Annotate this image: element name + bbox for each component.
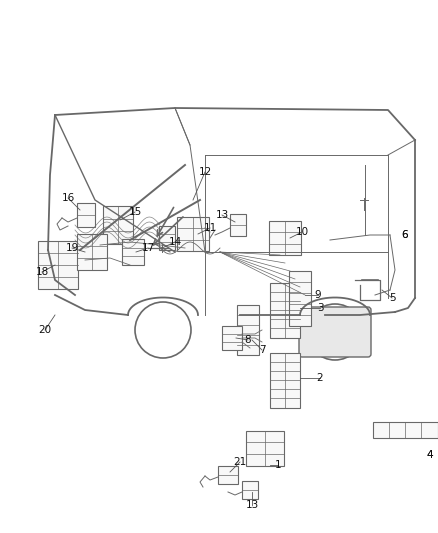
Text: 5: 5 bbox=[389, 293, 396, 303]
FancyBboxPatch shape bbox=[270, 352, 300, 408]
Text: 1: 1 bbox=[275, 460, 281, 470]
Text: 17: 17 bbox=[141, 243, 155, 253]
FancyBboxPatch shape bbox=[222, 326, 242, 350]
FancyBboxPatch shape bbox=[242, 481, 258, 499]
Text: 4: 4 bbox=[427, 450, 433, 460]
FancyBboxPatch shape bbox=[299, 307, 371, 357]
Text: 11: 11 bbox=[203, 223, 217, 233]
FancyBboxPatch shape bbox=[270, 282, 300, 337]
Text: 6: 6 bbox=[402, 230, 408, 240]
Text: 10: 10 bbox=[296, 227, 308, 237]
FancyBboxPatch shape bbox=[230, 214, 246, 236]
Text: 21: 21 bbox=[233, 457, 247, 467]
FancyBboxPatch shape bbox=[372, 422, 438, 438]
FancyBboxPatch shape bbox=[122, 239, 144, 265]
Text: 13: 13 bbox=[245, 500, 258, 510]
Text: 12: 12 bbox=[198, 167, 212, 177]
FancyBboxPatch shape bbox=[103, 206, 133, 244]
Text: 13: 13 bbox=[215, 210, 229, 220]
FancyBboxPatch shape bbox=[77, 234, 107, 270]
Text: 15: 15 bbox=[128, 207, 141, 217]
Text: 20: 20 bbox=[39, 325, 52, 335]
Text: 8: 8 bbox=[245, 335, 251, 345]
Text: 16: 16 bbox=[61, 193, 74, 203]
Text: 3: 3 bbox=[317, 303, 323, 313]
FancyBboxPatch shape bbox=[269, 221, 301, 255]
Text: 6: 6 bbox=[402, 230, 408, 240]
Text: 14: 14 bbox=[168, 237, 182, 247]
Text: 18: 18 bbox=[35, 267, 49, 277]
Text: 2: 2 bbox=[317, 373, 323, 383]
FancyBboxPatch shape bbox=[246, 431, 284, 465]
FancyBboxPatch shape bbox=[218, 466, 238, 484]
FancyBboxPatch shape bbox=[289, 271, 311, 326]
FancyBboxPatch shape bbox=[77, 203, 95, 227]
Text: 19: 19 bbox=[65, 243, 79, 253]
FancyBboxPatch shape bbox=[237, 305, 259, 355]
Text: 7: 7 bbox=[259, 345, 265, 355]
Text: 4: 4 bbox=[427, 450, 433, 460]
FancyBboxPatch shape bbox=[38, 241, 78, 289]
FancyBboxPatch shape bbox=[159, 226, 175, 250]
FancyBboxPatch shape bbox=[177, 217, 209, 251]
Text: 9: 9 bbox=[314, 290, 321, 300]
